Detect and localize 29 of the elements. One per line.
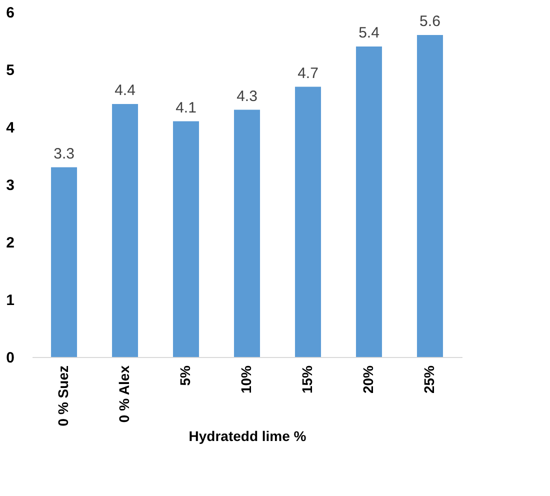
- bar: [112, 104, 138, 357]
- bar: [51, 167, 78, 357]
- data-label: 4.7: [298, 64, 318, 82]
- bar: [234, 110, 260, 357]
- data-label: 4.1: [176, 99, 196, 116]
- y-tick-label: 4: [6, 120, 16, 136]
- x-tick-label: 5%: [177, 364, 194, 386]
- bar: [356, 46, 382, 357]
- data-label: 4.4: [114, 82, 136, 99]
- y-tick-label: 1: [6, 292, 14, 309]
- x-tick-label: 15%: [298, 364, 315, 394]
- x-tick-label: 20%: [360, 364, 376, 394]
- y-tick-label: 6: [6, 4, 14, 22]
- y-tick-label: 5: [6, 62, 14, 79]
- x-tick-label: 25%: [420, 364, 437, 394]
- y-tick-label: 3: [6, 177, 14, 194]
- bar: [294, 86, 321, 357]
- bar: [416, 35, 443, 357]
- x-tick-label: 0 % Suez: [55, 366, 72, 426]
- x-tick-label: 10%: [238, 364, 254, 394]
- y-tick-label: 0: [6, 350, 14, 366]
- bar: [173, 121, 200, 357]
- data-label: 4.3: [236, 88, 258, 105]
- data-label: 5.6: [420, 13, 440, 30]
- y-tick-label: 2: [6, 234, 14, 252]
- data-label: 5.4: [358, 24, 380, 42]
- x-axis-title: Hydratedd lime %: [188, 428, 307, 444]
- x-tick-label: 0 % Alex: [116, 365, 132, 423]
- data-label: 3.3: [54, 145, 74, 162]
